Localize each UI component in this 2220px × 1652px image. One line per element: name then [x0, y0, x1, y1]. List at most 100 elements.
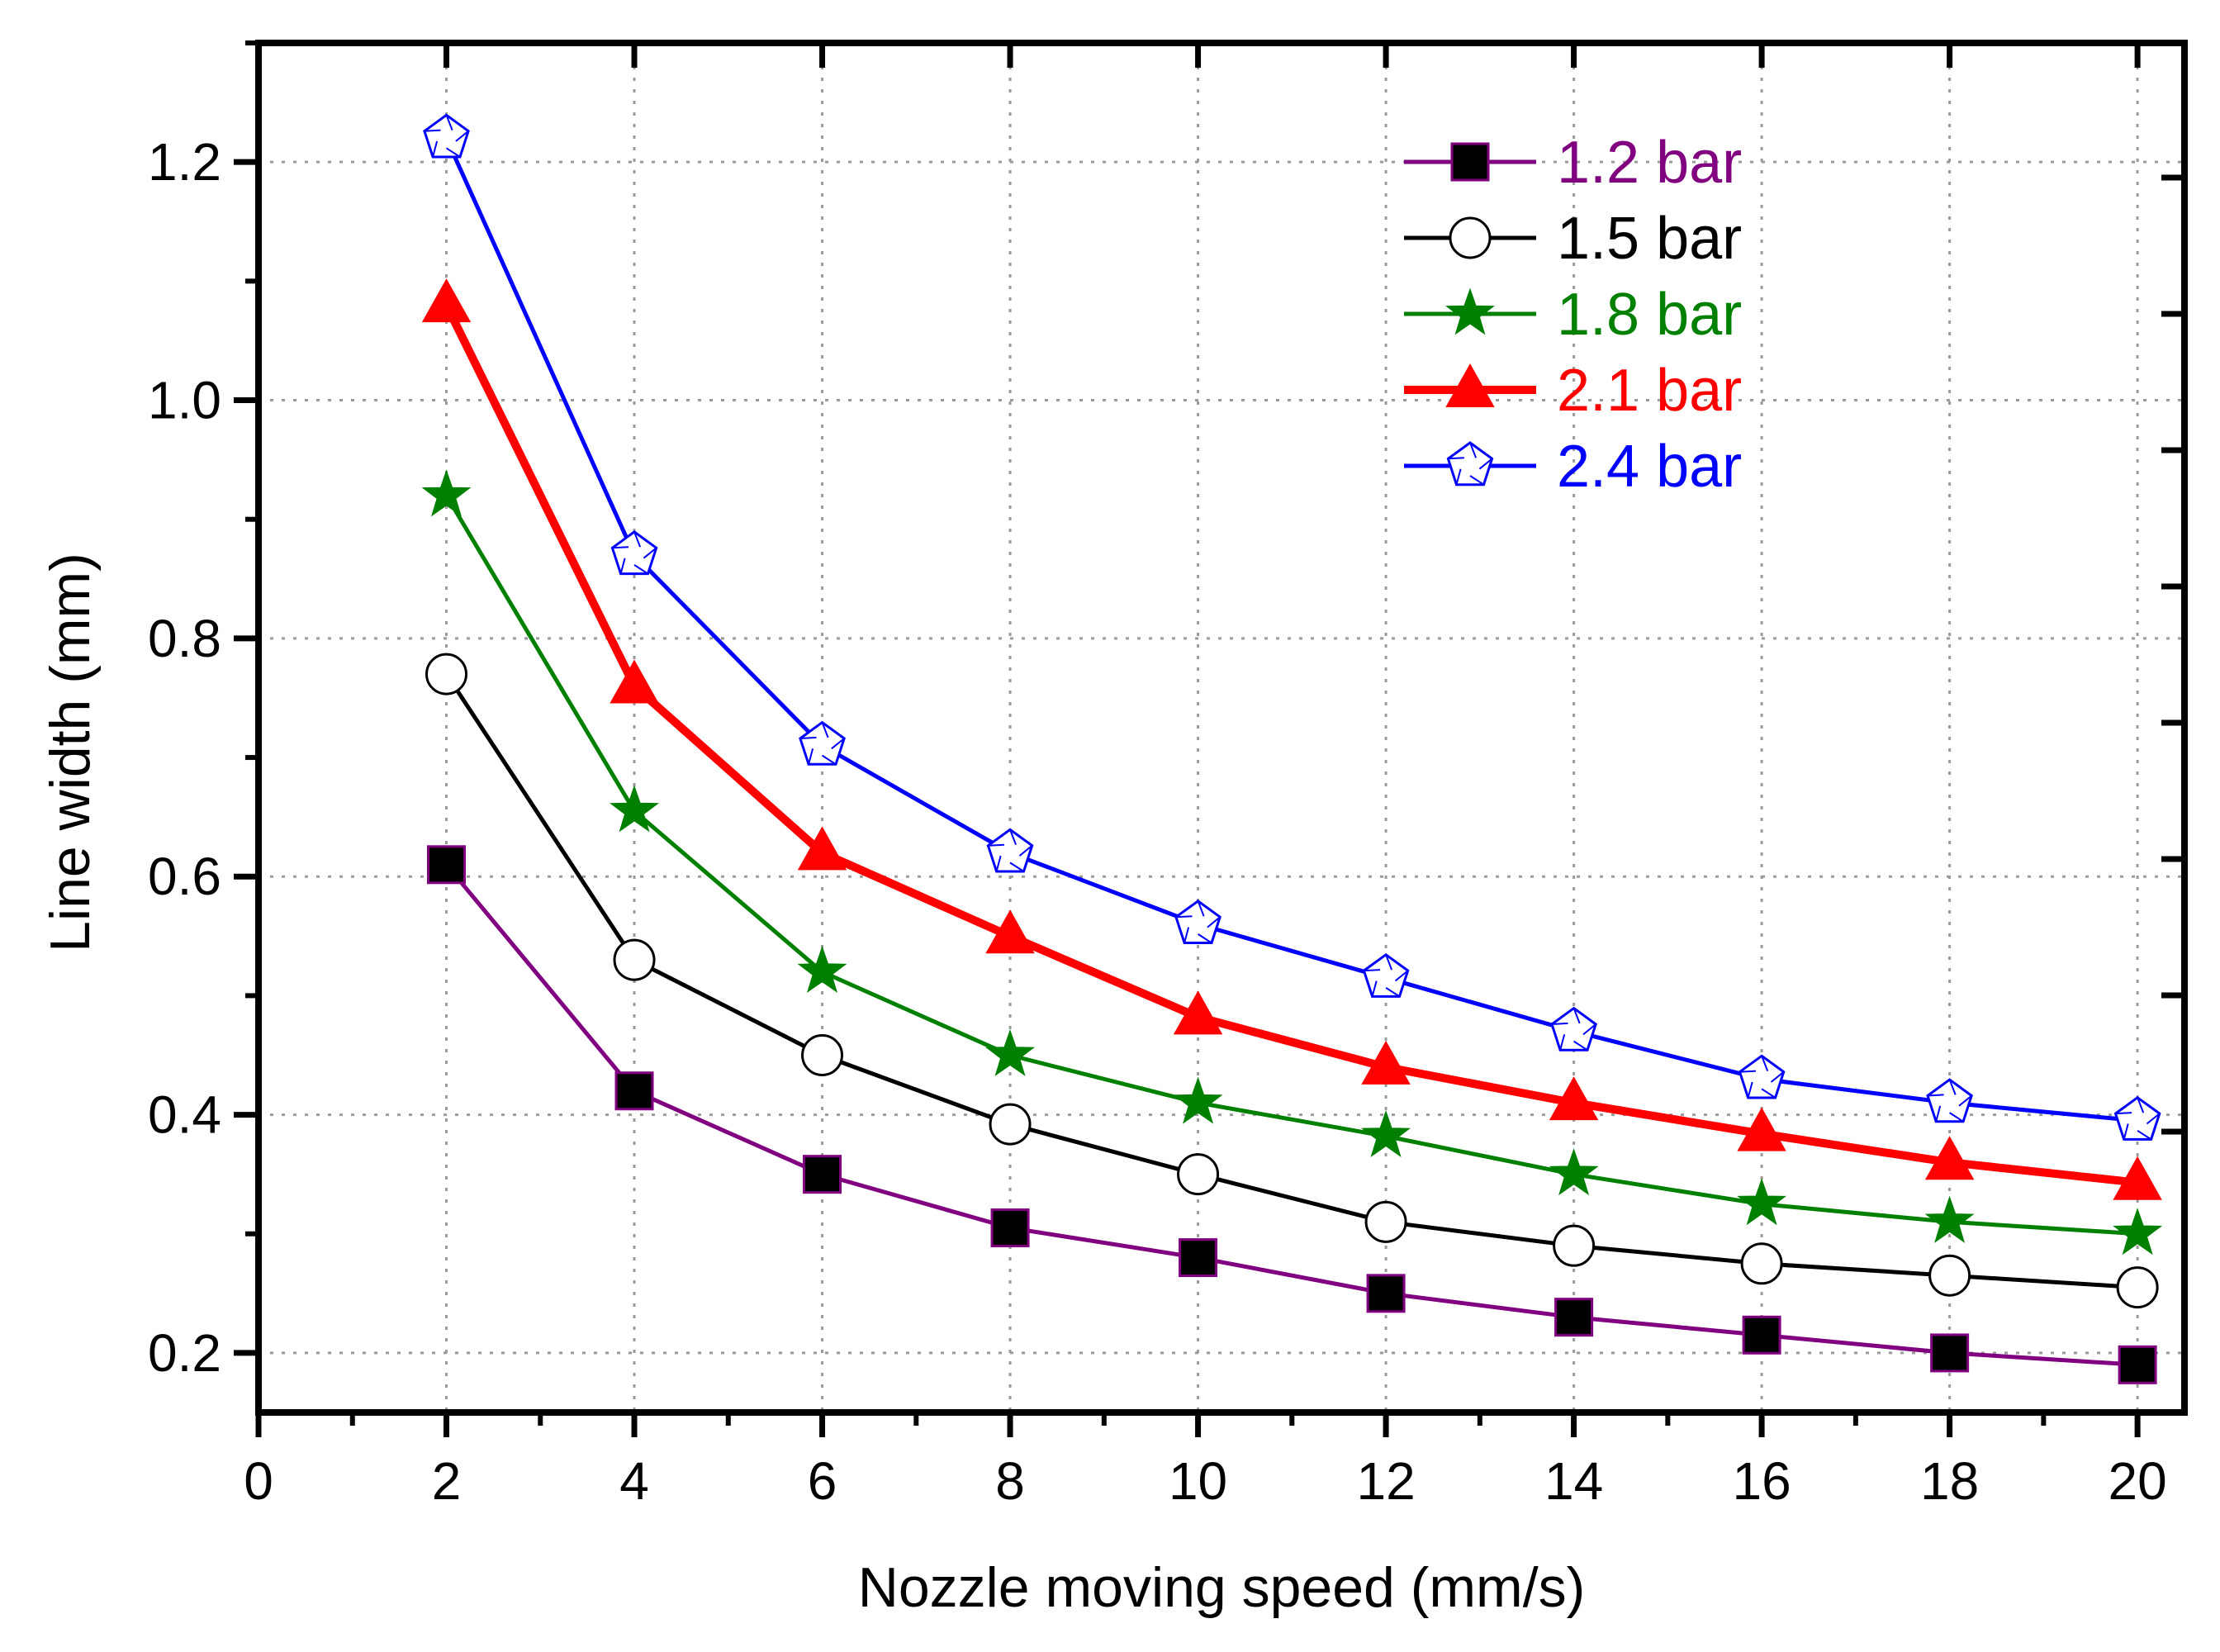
series-2-4-bar	[423, 113, 2161, 1141]
legend-label: 1.2 bar	[1557, 130, 1742, 196]
data-point-square	[427, 845, 467, 885]
data-point-pentagon	[2113, 1095, 2161, 1141]
data-point-pentagon-inner	[988, 829, 1033, 872]
legend-marker	[1445, 287, 1495, 335]
legend-label: 2.4 bar	[1557, 434, 1742, 500]
data-point-pentagon	[1550, 1006, 1597, 1051]
series-1-5-bar	[425, 653, 2159, 1309]
x-tick-label: 18	[1920, 1451, 1979, 1511]
data-point-triangle	[1737, 1107, 1786, 1151]
legend-item: 1.2 bar	[1404, 130, 1742, 196]
data-point-square	[1742, 1315, 1781, 1355]
grid-lines	[259, 43, 2184, 1412]
data-point-star	[985, 1028, 1036, 1076]
y-tick-label: 0.4	[148, 1085, 221, 1145]
legend-item: 1.5 bar	[1404, 206, 1742, 272]
legend-label: 1.5 bar	[1557, 206, 1742, 272]
legend-marker-inner	[1448, 442, 1493, 486]
x-axis-title: Nozzle moving speed (mm/s)	[858, 1556, 1585, 1619]
data-point-pentagon	[986, 828, 1034, 873]
data-point-triangle	[1549, 1076, 1599, 1121]
series-line	[444, 494, 2138, 1237]
data-point-pentagon	[799, 720, 846, 766]
data-point-circle	[989, 1103, 1032, 1146]
series-line	[443, 302, 2138, 1187]
y-tick-label: 0.2	[148, 1323, 221, 1383]
y-tick-label: 0.8	[148, 609, 221, 668]
data-point-square	[2118, 1345, 2157, 1384]
series-line	[444, 137, 2138, 1123]
x-tick-label: 8	[995, 1451, 1025, 1511]
data-point-circle	[1553, 1224, 1596, 1267]
data-point-pentagon-inner	[612, 531, 657, 575]
axis-tick-labels: 0 2 4 6 8 10 12 14 16 18 20 0.2 0.4 0.6 0.8 1.0 1.2	[148, 132, 2167, 1511]
data-point-circle	[613, 938, 656, 981]
data-point-star	[421, 469, 472, 517]
data-point-star	[1361, 1109, 1411, 1158]
legend-label: 2.1 bar	[1557, 358, 1742, 424]
data-point-pentagon-inner	[1551, 1008, 1596, 1051]
x-tick-label: 10	[1169, 1451, 1227, 1511]
data-point-star	[1549, 1148, 1599, 1196]
data-point-pentagon	[423, 113, 470, 159]
x-tick-label: 14	[1544, 1451, 1603, 1511]
data-point-circle	[1177, 1153, 1220, 1196]
data-point-star	[2113, 1208, 2163, 1256]
x-tick-label: 16	[1733, 1451, 1791, 1511]
data-point-star	[610, 785, 660, 833]
data-point-triangle	[985, 909, 1035, 954]
x-tick-label: 6	[808, 1451, 837, 1511]
series-1-8-bar	[421, 469, 2163, 1256]
axis-ticks	[234, 40, 2184, 1437]
x-tick-label: 4	[619, 1451, 649, 1511]
data-point-pentagon-inner	[424, 114, 469, 158]
data-point-pentagon	[1738, 1054, 1786, 1099]
legend-label: 1.8 bar	[1557, 282, 1742, 348]
series-2-1-bar	[421, 278, 2162, 1200]
x-tick-label: 0	[244, 1451, 273, 1511]
legend-marker	[1450, 142, 1490, 182]
series-1-2-bar	[427, 845, 2157, 1384]
data-point-pentagon	[1362, 952, 1410, 998]
data-point-square	[1554, 1298, 1594, 1337]
data-point-triangle	[2113, 1156, 2162, 1200]
y-tick-label: 1.0	[148, 371, 221, 430]
data-point-star	[797, 946, 847, 994]
data-point-star	[1737, 1178, 1787, 1226]
plot-frame	[255, 40, 2188, 1416]
legend: 1.2 bar 1.5 bar 1.8 bar 2.1 bar 2.4 bar	[1404, 130, 1742, 500]
legend-item: 1.8 bar	[1404, 282, 1742, 348]
data-point-pentagon-inner	[2115, 1097, 2161, 1141]
data-point-triangle	[1173, 990, 1223, 1035]
data-point-pentagon-inner	[1175, 900, 1221, 944]
data-point-circle	[801, 1033, 844, 1076]
legend-marker	[1445, 363, 1495, 407]
legend-marker	[1446, 441, 1494, 487]
legend-item: 2.1 bar	[1404, 358, 1742, 424]
data-point-square	[1179, 1238, 1218, 1278]
data-point-triangle	[1924, 1136, 1975, 1180]
data-point-pentagon-inner	[799, 722, 845, 766]
x-tick-label: 2	[432, 1451, 462, 1511]
data-point-triangle	[421, 278, 472, 323]
data-point-star	[1924, 1195, 1975, 1243]
x-tick-label: 20	[2109, 1451, 2167, 1511]
x-tick-label: 12	[1356, 1451, 1415, 1511]
legend-marker	[1449, 216, 1492, 259]
data-point-triangle	[610, 659, 659, 704]
data-point-pentagon-inner	[1739, 1055, 1785, 1099]
data-point-circle	[2116, 1266, 2159, 1309]
data-point-square	[1930, 1333, 1970, 1373]
series-line	[444, 863, 2138, 1367]
series-lines	[421, 113, 2163, 1384]
data-point-circle	[1740, 1242, 1783, 1285]
data-point-star	[1173, 1076, 1223, 1124]
y-axis-title: Line width (mm)	[39, 553, 102, 952]
data-point-pentagon	[1174, 900, 1221, 944]
data-point-pentagon	[610, 530, 658, 576]
data-point-square	[803, 1155, 842, 1194]
data-point-circle	[1928, 1254, 1971, 1297]
y-tick-label: 1.2	[148, 132, 221, 192]
y-tick-label: 0.6	[148, 847, 221, 906]
